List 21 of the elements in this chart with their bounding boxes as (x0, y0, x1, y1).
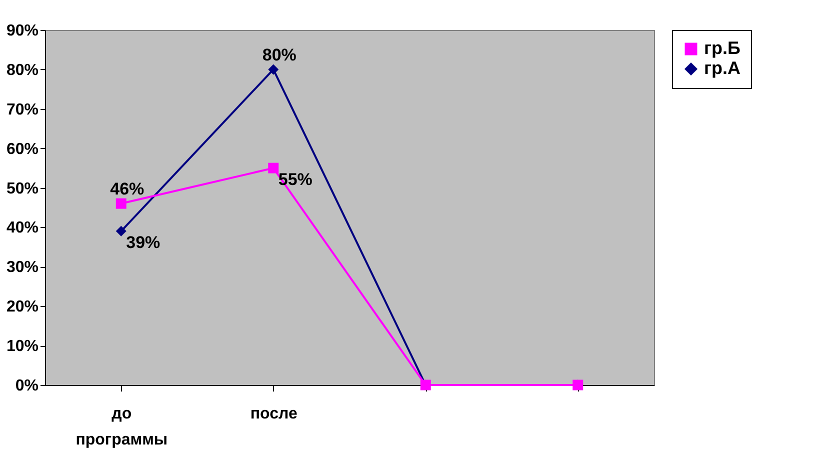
x-tick-label: после (250, 406, 298, 422)
y-tick-label: 80% (6, 62, 38, 79)
legend-label: гр.Б (704, 38, 740, 58)
y-tick-label: 30% (6, 259, 38, 276)
y-tick-label: 50% (6, 180, 38, 198)
point (116, 226, 126, 236)
data-label: 80% (262, 45, 296, 64)
y-tick-label: 70% (6, 101, 38, 118)
point (116, 198, 126, 209)
x-tick-label: до программы (76, 406, 168, 448)
y-tick-label: 60% (6, 140, 38, 158)
y-tick-label: 10% (6, 338, 38, 356)
point (268, 162, 279, 174)
y-tick-label: 40% (6, 220, 38, 237)
y-tick-label: 0% (15, 378, 38, 394)
legend-label: гр.А (704, 58, 740, 78)
data-label: 39% (126, 233, 160, 252)
point (268, 64, 279, 75)
y-tick-label: 20% (6, 298, 38, 316)
y-tick-label: 90% (6, 22, 38, 40)
data-label: 46% (110, 180, 144, 199)
